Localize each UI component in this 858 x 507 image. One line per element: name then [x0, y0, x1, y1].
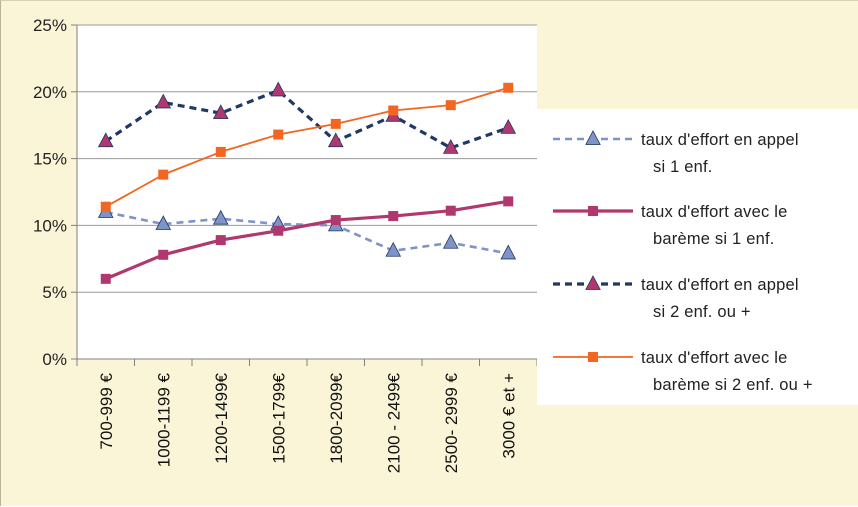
x-tick-label: 1200-1499€ [212, 372, 231, 463]
y-tick-label: 15% [33, 150, 67, 169]
data-point-square [445, 205, 456, 216]
tick-labels: 0% 5% 10% 15% 20% 25% 700-999 € 1000-1199 € 1200… [33, 16, 518, 473]
legend-label: barème si 1 enf. [653, 230, 775, 248]
data-point-square [215, 146, 226, 157]
legend-entry: taux d'effort avec le barème si 2 enf. ou… [553, 349, 813, 394]
series-group [97, 81, 517, 154]
legend-label: taux d'effort avec le [641, 203, 787, 221]
series-line [105, 210, 509, 255]
legend-entry: taux d'effort en appel si 2 enf. ou + [553, 275, 799, 321]
y-tick-label: 0% [42, 350, 67, 369]
data-point-square [100, 273, 111, 284]
data-point-square [273, 225, 284, 236]
legend-label: taux d'effort en appel [641, 131, 799, 149]
series-lines [97, 81, 517, 284]
data-point-square [158, 169, 169, 180]
legend-label: taux d'effort en appel [641, 276, 799, 294]
data-point-triangle [97, 132, 114, 148]
data-point-square [330, 118, 341, 129]
data-point-square [330, 215, 341, 226]
series-group [100, 82, 514, 212]
y-tick-label: 25% [33, 16, 67, 35]
x-tick-label: 3000 € et + [499, 373, 518, 459]
data-point-triangle [155, 215, 172, 230]
legend-entry: taux d'effort avec le barème si 1 enf. [553, 203, 787, 248]
x-tick-label: 700-999 € [97, 372, 116, 449]
data-point-square [273, 129, 284, 140]
data-point-triangle [327, 132, 344, 148]
x-tick-label: 2100 - 2499€ [384, 372, 403, 473]
series-line [104, 88, 509, 150]
data-point-triangle [500, 244, 517, 260]
data-point-triangle [500, 118, 517, 134]
data-point-square [215, 235, 226, 246]
legend-label: taux d'effort avec le [641, 349, 787, 367]
y-tick-label: 10% [33, 216, 67, 235]
plot-area [77, 25, 537, 359]
x-tick-label: 1800-2099€ [327, 372, 346, 463]
data-point-square [445, 100, 456, 111]
data-point-triangle [585, 275, 601, 290]
data-point-square [588, 352, 598, 362]
data-point-triangle [212, 104, 229, 120]
legend-entry: taux d'effort en appel si 1 enf. [553, 130, 799, 176]
x-tick-label: 1000-1199 € [154, 372, 173, 467]
data-point-square [588, 206, 598, 216]
data-point-triangle [442, 233, 459, 249]
data-point-triangle [442, 138, 459, 154]
x-tick-label: 1500-1799€ [269, 372, 288, 463]
data-point-square [388, 105, 399, 116]
data-point-square [388, 211, 399, 222]
data-point-square [100, 201, 111, 212]
data-point-triangle [585, 130, 601, 145]
legend-label: barème si 2 enf. ou + [653, 376, 813, 394]
data-point-triangle [212, 209, 229, 225]
data-point-square [503, 196, 514, 207]
axes [71, 24, 538, 366]
data-point-triangle [155, 93, 172, 109]
y-tick-label: 5% [42, 283, 67, 302]
data-point-square [503, 82, 514, 93]
legend-label: si 2 enf. ou + [653, 303, 751, 321]
x-tick-label: 2500- 2999 € [442, 372, 461, 473]
data-point-triangle [270, 81, 287, 97]
series-line [105, 86, 509, 208]
legend-label: si 1 enf. [653, 158, 713, 176]
grid-lines [77, 24, 537, 293]
series-line [105, 199, 509, 281]
y-tick-label: 20% [33, 83, 67, 102]
series-group [100, 196, 514, 284]
data-point-square [158, 249, 169, 260]
data-point-triangle [385, 241, 402, 257]
